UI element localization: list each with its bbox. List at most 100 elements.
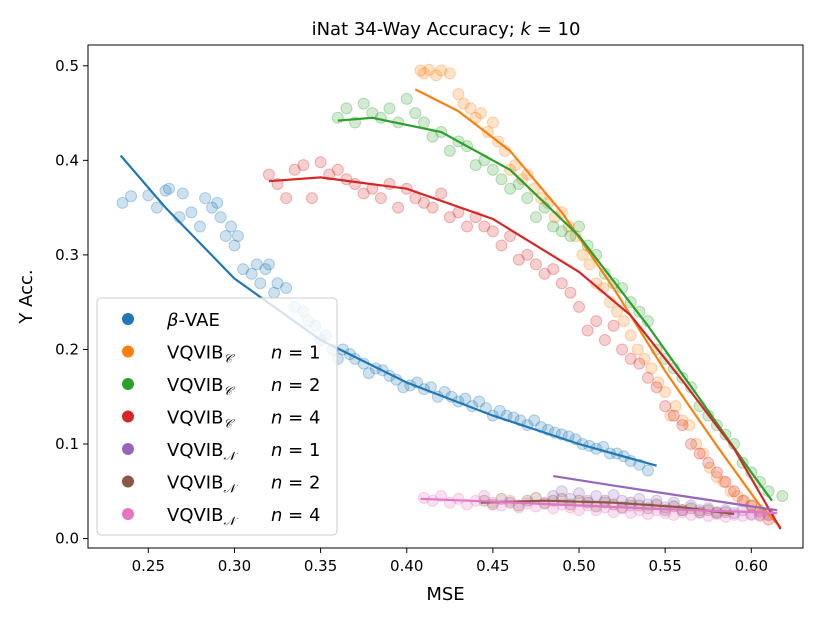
scatter-point bbox=[426, 494, 439, 507]
scatter-point bbox=[645, 362, 658, 375]
scatter-point bbox=[555, 485, 568, 498]
scatter-point bbox=[125, 190, 138, 203]
scatter-point bbox=[185, 206, 198, 219]
x-tick-label: 0.25 bbox=[132, 557, 165, 575]
scatter-point bbox=[417, 67, 430, 80]
scatter-point bbox=[231, 229, 244, 242]
legend-marker bbox=[122, 345, 134, 358]
scatter-point bbox=[573, 487, 586, 500]
scatter-point bbox=[214, 211, 227, 224]
x-tick-label: 0.55 bbox=[648, 557, 681, 575]
scatter-point bbox=[521, 248, 534, 261]
scatter-point bbox=[731, 489, 744, 502]
fit-lines bbox=[119, 88, 782, 530]
y-tick-label: 0.5 bbox=[55, 57, 79, 75]
scatter-point bbox=[610, 305, 623, 318]
scatter-point bbox=[659, 400, 672, 413]
scatter-point bbox=[703, 461, 716, 474]
scatter-point bbox=[262, 258, 275, 271]
scatter-point bbox=[280, 192, 293, 205]
y-tick-label: 0.1 bbox=[55, 435, 79, 453]
scatter-point bbox=[280, 281, 293, 294]
scatter-point bbox=[641, 464, 654, 477]
scatter-point bbox=[383, 102, 396, 115]
scatter-point bbox=[297, 159, 310, 172]
scatter-point bbox=[724, 485, 737, 498]
scatter-point bbox=[776, 489, 789, 502]
scatter-point bbox=[409, 107, 422, 120]
scatter-point bbox=[521, 192, 534, 205]
scatter-point bbox=[288, 163, 301, 176]
scatter-point bbox=[504, 182, 517, 195]
scatter-point bbox=[443, 67, 456, 80]
scatter-point bbox=[583, 258, 596, 271]
scatter-point bbox=[116, 196, 129, 209]
series-3-fit-line bbox=[268, 176, 782, 530]
scatter-point bbox=[474, 107, 487, 120]
scatter-point bbox=[245, 267, 258, 280]
scatter-point bbox=[641, 371, 654, 384]
scatter-point bbox=[555, 225, 568, 238]
y-axis-label: Y Acc. bbox=[16, 269, 37, 324]
scatter-point bbox=[331, 163, 344, 176]
scatter-point bbox=[538, 267, 551, 280]
scatter-point bbox=[478, 220, 491, 233]
scatter-point bbox=[417, 196, 430, 209]
scatter-point bbox=[590, 315, 603, 328]
scatter-point bbox=[736, 509, 749, 522]
scatter-point bbox=[581, 324, 594, 337]
series-6-fit-line bbox=[420, 497, 778, 515]
scatter-point bbox=[650, 381, 663, 394]
scatter-point bbox=[516, 173, 529, 186]
scatter-point bbox=[607, 319, 620, 332]
scatter-point bbox=[262, 168, 275, 181]
scatter-point bbox=[590, 277, 603, 290]
scatter-point bbox=[736, 494, 749, 507]
scatter-point bbox=[710, 471, 723, 484]
scatter-point bbox=[452, 492, 465, 505]
scatter-point bbox=[576, 248, 589, 261]
scatter-point bbox=[702, 456, 715, 469]
scatter-point bbox=[374, 192, 387, 205]
legend-label: VQVIB𝒩 n = 1 bbox=[167, 440, 320, 463]
series-0-fit-line bbox=[119, 154, 657, 467]
scatter-point bbox=[573, 300, 586, 313]
legend-label: β-VAE bbox=[166, 310, 220, 331]
scatter-point bbox=[493, 404, 506, 417]
scatter-point bbox=[529, 211, 542, 224]
scatter-point bbox=[624, 352, 637, 365]
scatter-point bbox=[452, 88, 465, 101]
scatter-point bbox=[616, 343, 629, 356]
x-tick-label: 0.30 bbox=[218, 557, 251, 575]
plot-area bbox=[116, 63, 789, 530]
scatter-point bbox=[357, 187, 370, 200]
x-tick-label: 0.60 bbox=[735, 557, 768, 575]
scatter-point bbox=[259, 263, 272, 276]
scatter-point bbox=[193, 220, 206, 233]
scatter-point bbox=[652, 376, 665, 389]
scatter-point bbox=[423, 63, 436, 76]
x-tick-label: 0.40 bbox=[390, 557, 423, 575]
scatter-point bbox=[486, 225, 499, 238]
scatter-point bbox=[435, 64, 448, 77]
legend-box bbox=[96, 297, 338, 536]
chart-title: iNat 34-Way Accuracy; k = 10 bbox=[312, 19, 581, 40]
scatter-point bbox=[486, 163, 499, 176]
scatter-point bbox=[176, 187, 189, 200]
legend-marker bbox=[122, 378, 134, 390]
scatter-point bbox=[464, 102, 477, 115]
scatter-point bbox=[633, 305, 646, 318]
scatter-point bbox=[676, 414, 689, 427]
legend-marker bbox=[122, 313, 134, 325]
scatter-point bbox=[357, 97, 370, 110]
scatter-point bbox=[676, 419, 689, 432]
series-1-fit-line bbox=[414, 88, 782, 528]
scatter-point bbox=[417, 116, 430, 129]
scatter-point bbox=[728, 485, 741, 498]
scatter-point bbox=[685, 437, 698, 450]
scatter-point bbox=[495, 239, 508, 252]
scatter-point bbox=[667, 496, 680, 509]
scatter-point bbox=[607, 489, 620, 502]
x-tick-label: 0.45 bbox=[476, 557, 509, 575]
